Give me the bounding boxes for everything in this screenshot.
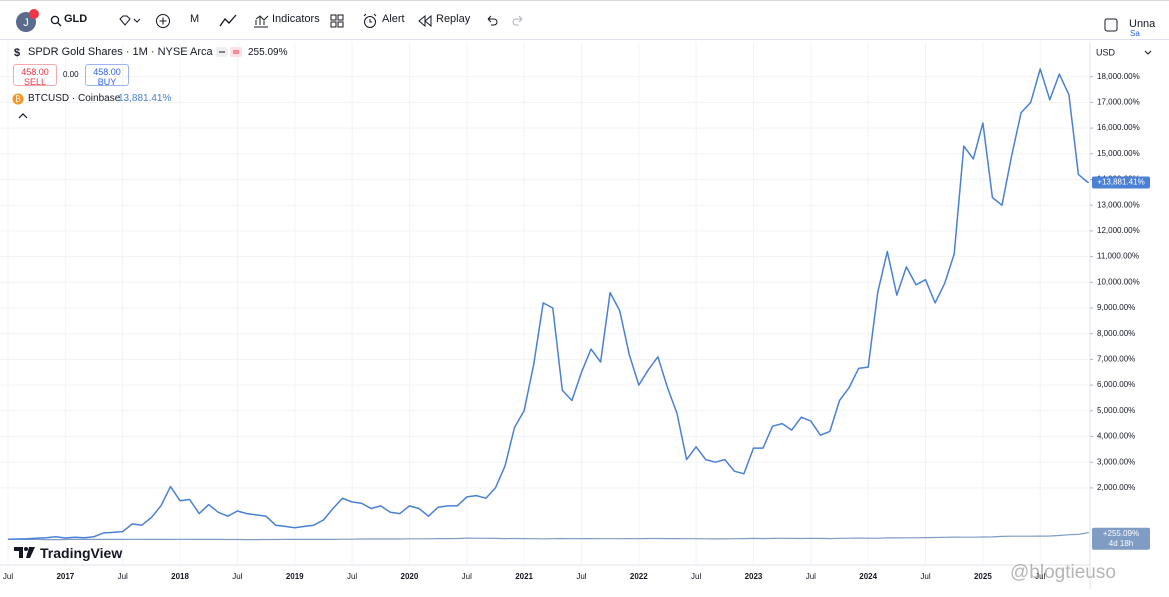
bar-countdown: 4d 18h: [1109, 539, 1133, 548]
undo-redo[interactable]: [486, 15, 526, 27]
chart: USD 2,000.00% 3,000.00% 4,000.00% 5,000.00% 6…: [0, 42, 1169, 596]
spread: 0.00: [63, 70, 79, 79]
watermark: @blogtieuso: [1010, 562, 1116, 583]
interval[interactable]: M: [190, 13, 200, 25]
currency-caret: [1144, 50, 1152, 55]
legend-compare[interactable]: BTCUSD · Coinbase: [28, 93, 121, 104]
indicators[interactable]: Indicators: [272, 13, 320, 25]
search-icon[interactable]: [50, 15, 62, 27]
x-tick-label: Jul: [806, 572, 816, 581]
x-tick-label: Jul: [347, 572, 357, 581]
svg-text:$: $: [14, 47, 20, 59]
buy-button[interactable]: 458.00 BUY: [85, 64, 129, 87]
y-tick-label: 9,000.00%: [1097, 303, 1135, 312]
avatar[interactable]: J: [14, 9, 40, 35]
x-tick-label: Jul: [118, 572, 128, 581]
x-tick-label: Jul: [1035, 572, 1045, 581]
layout-icon[interactable]: [1104, 18, 1118, 32]
alert-icon[interactable]: [362, 13, 378, 29]
svg-text:J: J: [23, 17, 29, 29]
y-tick-label: 11,000.00%: [1097, 252, 1139, 261]
y-tick-label: 3,000.00%: [1097, 457, 1135, 466]
x-tick-label: 2024: [859, 572, 877, 581]
x-tick-label: 2020: [401, 572, 419, 581]
tv-logo: [14, 547, 35, 558]
y-tick-label: 5,000.00%: [1097, 406, 1135, 415]
sell-price: 458.00: [21, 67, 49, 77]
y-tick-label: 12,000.00%: [1097, 226, 1140, 235]
replay-icon[interactable]: [418, 15, 432, 27]
series-line: [8, 532, 1089, 541]
last-value-label: +255.09%: [1103, 529, 1139, 538]
legend-buttons[interactable]: [216, 47, 244, 58]
x-tick-label: Jul: [920, 572, 930, 581]
layout-name[interactable]: Unna: [1129, 18, 1156, 30]
add-icon[interactable]: [155, 13, 171, 29]
save[interactable]: Sa: [1130, 29, 1140, 38]
x-tick-label: 2022: [630, 572, 648, 581]
y-tick-label: 2,000.00%: [1097, 483, 1135, 492]
replay[interactable]: Replay: [436, 13, 471, 25]
type-icon[interactable]: [118, 15, 142, 27]
symbol[interactable]: GLD: [64, 13, 88, 25]
last-value-box: [1092, 176, 1150, 189]
y-tick-label: 4,000.00%: [1097, 432, 1135, 441]
templates-icon[interactable]: [330, 14, 344, 28]
series-line: [7, 68, 1089, 541]
buy-price: 458.00: [93, 67, 121, 77]
x-tick-label: Jul: [576, 572, 586, 581]
x-tick-label: 2019: [286, 572, 304, 581]
y-tick-label: 8,000.00%: [1097, 329, 1135, 338]
sell-button[interactable]: 458.00 SELL: [13, 64, 57, 87]
toolbar: J GLD M Indicators Alert Replay Unna Sa: [0, 0, 1169, 40]
y-tick-label: 6,000.00%: [1097, 380, 1135, 389]
x-tick-label: Jul: [462, 572, 472, 581]
x-tick-label: 2018: [171, 572, 189, 581]
y-tick-label: 17,000.00%: [1097, 98, 1140, 107]
y-tick-label: 13,000.00%: [1097, 200, 1140, 209]
y-tick-label: 16,000.00%: [1097, 123, 1140, 132]
y-tick-label: 7,000.00%: [1097, 355, 1135, 364]
y-tick-label: 15,000.00%: [1097, 149, 1140, 158]
legend-compare-change: 13,881.41%: [118, 93, 172, 104]
currency-label: USD: [1096, 47, 1116, 57]
last-value-box: [1092, 527, 1150, 550]
indicators-icon[interactable]: [253, 14, 269, 28]
last-value-label: +13,881.41%: [1097, 178, 1144, 187]
x-tick-label: Jul: [3, 572, 13, 581]
x-tick-label: Jul: [232, 572, 242, 581]
branding: TradingView: [40, 545, 123, 561]
buy-label: BUY: [97, 77, 117, 87]
x-tick-label: 2023: [745, 572, 763, 581]
legend-main-change: 255.09%: [248, 47, 288, 58]
svg-text:₿: ₿: [15, 95, 21, 104]
y-tick-label: 18,000.00%: [1097, 72, 1140, 81]
collapse-legend[interactable]: [18, 112, 28, 120]
currency-icon: $: [14, 47, 20, 59]
chart-type-icon[interactable]: [219, 14, 237, 28]
btc-icon: ₿: [12, 93, 24, 105]
x-tick-label: 2025: [974, 572, 992, 581]
x-tick-label: Jul: [691, 572, 701, 581]
sell-label: SELL: [23, 77, 47, 87]
legend-main[interactable]: SPDR Gold Shares · 1M · NYSE Arca: [28, 46, 213, 58]
y-tick-label: 10,000.00%: [1097, 277, 1140, 286]
axis-mask: [1091, 566, 1169, 596]
alert[interactable]: Alert: [382, 13, 405, 25]
x-tick-label: 2021: [515, 572, 533, 581]
x-tick-label: 2017: [56, 572, 74, 581]
